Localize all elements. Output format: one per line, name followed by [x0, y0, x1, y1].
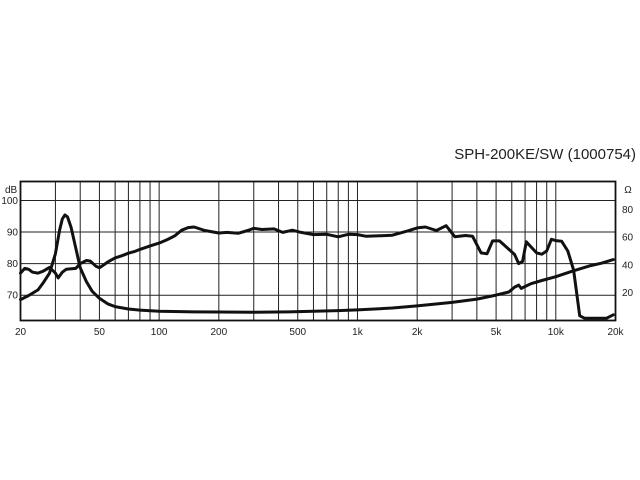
data-series [19, 213, 615, 320]
x-tick-label: 50 [94, 327, 106, 338]
chart-title: SPH-200KE/SW (1000754) [454, 146, 636, 163]
tick-labels: 20 50 100 200 500 1k 2k 5k 10k 20k 70 80 90 100 20 40 60… [1, 196, 633, 338]
x-tick-label: 1k [352, 327, 364, 338]
x-tick-label: 100 [151, 327, 168, 338]
y-left-tick-label: 80 [7, 259, 19, 270]
y-right-tick-label: 80 [622, 205, 634, 216]
y-left-tick-label: 100 [1, 196, 18, 207]
grid-lines [20, 181, 616, 321]
y-right-tick-label: 20 [622, 288, 634, 299]
x-tick-label: 20 [15, 327, 27, 338]
x-tick-label: 20k [607, 327, 624, 338]
y-right-tick-label: 40 [622, 260, 634, 271]
right-axis-label: Ω [624, 185, 632, 196]
y-left-tick-label: 70 [7, 291, 19, 302]
x-tick-label: 5k [491, 327, 503, 338]
frequency-response-line [19, 224, 615, 320]
plot-frame [19, 180, 617, 322]
impedance-line [19, 213, 615, 314]
left-axis-label: dB [5, 185, 18, 196]
x-tick-label: 10k [548, 327, 565, 338]
x-tick-label: 500 [289, 327, 306, 338]
x-tick-label: 2k [412, 327, 424, 338]
y-left-tick-label: 90 [7, 228, 19, 239]
x-tick-label: 200 [210, 327, 227, 338]
y-right-tick-label: 60 [622, 233, 634, 244]
